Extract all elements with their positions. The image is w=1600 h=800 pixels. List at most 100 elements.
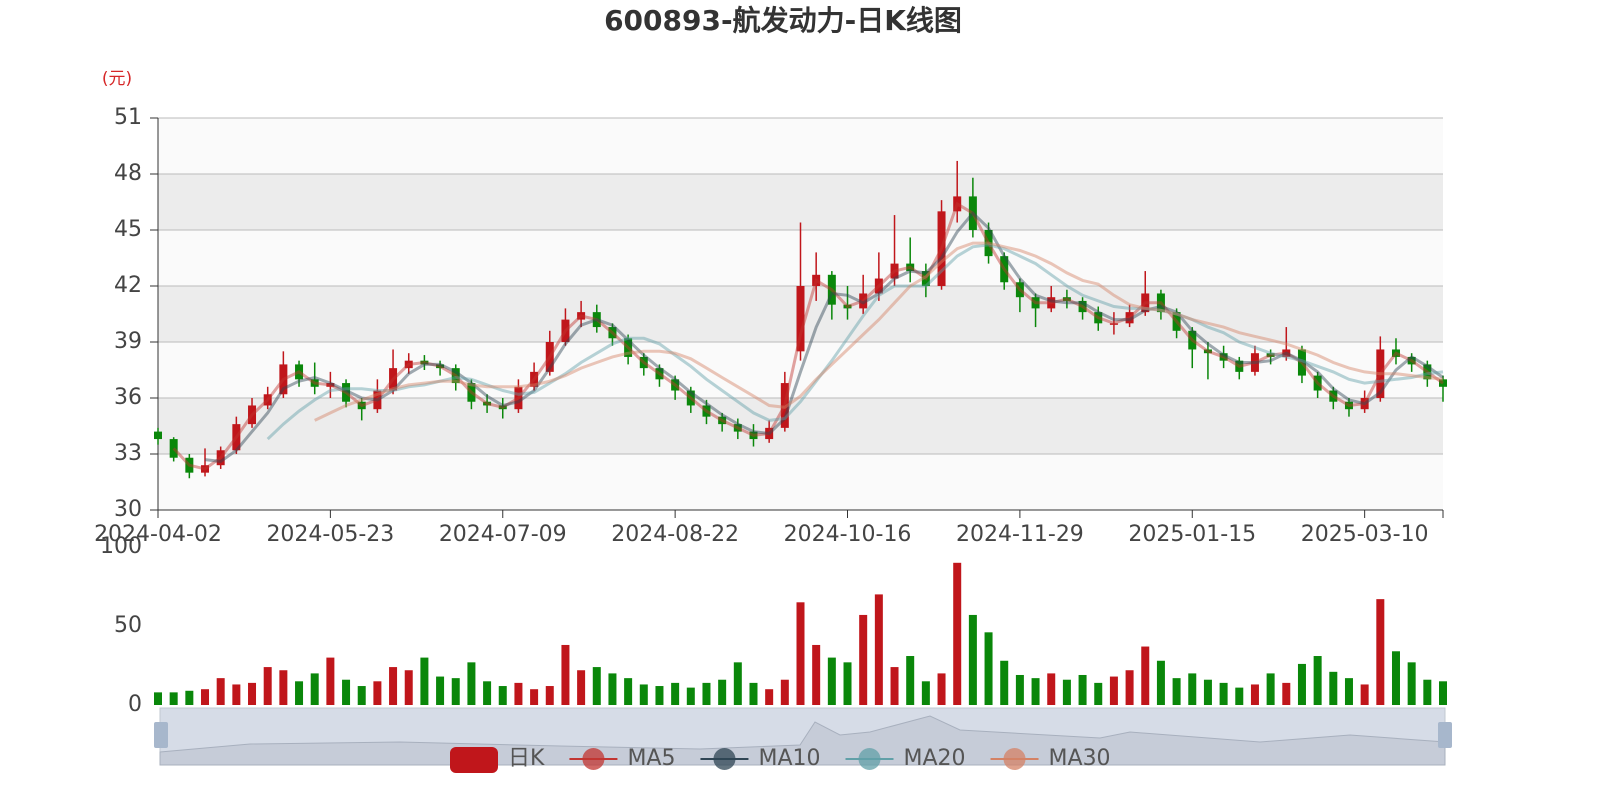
candle-body [483, 401, 492, 406]
volume-bar [1360, 684, 1369, 705]
volume-bar [1188, 673, 1197, 705]
volume-bar [357, 686, 366, 705]
candle-body [295, 364, 304, 380]
legend-label: MA30 [1049, 746, 1111, 771]
volume-bar [780, 679, 789, 705]
candle-body [545, 342, 554, 372]
volume-tick-label: 0 [128, 692, 142, 717]
y-tick-label: 51 [114, 105, 142, 130]
volume-bar [561, 644, 570, 705]
candle-body [467, 383, 476, 402]
volume-bar [1172, 678, 1181, 705]
candle-body [577, 312, 586, 320]
candle-body [1219, 353, 1228, 361]
legend-label: 日K [508, 746, 545, 771]
legend-label: MA5 [627, 746, 675, 771]
band [158, 174, 1443, 230]
x-tick-label: 2024-11-29 [956, 522, 1084, 547]
candle-body [906, 263, 915, 272]
candle-body [655, 368, 664, 380]
candle-body [389, 368, 398, 391]
volume-tick-label: 50 [114, 613, 142, 638]
candle-body [420, 360, 429, 365]
volume-bar [436, 676, 445, 705]
volume-bar [1344, 678, 1353, 705]
zoom-handle[interactable] [154, 722, 168, 748]
candle-body [1282, 349, 1291, 357]
candle-body [201, 465, 210, 473]
legend-swatch [582, 748, 605, 770]
volume-bar [906, 656, 915, 705]
volume-bar [921, 681, 930, 705]
candle-body [154, 431, 162, 440]
volume-bar [1047, 673, 1056, 705]
ma-line [314, 241, 1444, 422]
candle-body [1203, 349, 1212, 354]
candle-body [404, 360, 413, 369]
volume-bar [483, 681, 492, 705]
volume-bar [154, 692, 162, 705]
volume-bar [1203, 679, 1212, 705]
candle-body [624, 338, 633, 357]
volume-bar [389, 667, 398, 705]
candle-body [216, 450, 225, 466]
candle-body [1172, 312, 1181, 331]
candle-body [373, 390, 382, 410]
volume-bar [1407, 662, 1416, 705]
volume-bar [530, 689, 539, 705]
volume-bar [1156, 660, 1165, 705]
y-unit: (元) [102, 69, 132, 89]
volume-bar [953, 562, 962, 705]
volume-bar [420, 657, 429, 705]
volume-bar [1031, 678, 1040, 705]
volume-bar [827, 657, 836, 705]
candle-body [671, 379, 680, 391]
volume-bar [1329, 671, 1338, 705]
volume-bar [1250, 684, 1259, 705]
volume-bar [655, 686, 664, 705]
candle-body [451, 368, 460, 384]
candle-body [608, 327, 617, 339]
x-tick-label: 2025-03-10 [1301, 522, 1429, 547]
volume-bar [937, 673, 946, 705]
volume-bar [216, 678, 225, 705]
volume-bar [514, 682, 523, 705]
band [158, 398, 1443, 454]
candle-body [1156, 293, 1165, 313]
volume-bar [1125, 670, 1134, 705]
volume-bar [232, 684, 241, 705]
volume-bar [1078, 674, 1087, 705]
volume-bar [639, 684, 648, 705]
candle-body [1344, 401, 1353, 410]
candle-body [1125, 312, 1134, 324]
volume-bar [248, 682, 257, 705]
candle-body [263, 394, 272, 406]
plot: 30 33 36 39 42 45 48 51 2024-04-02 2024-05-23 2024… [94, 105, 1447, 717]
legend-label: MA20 [904, 746, 966, 771]
candle-body [1297, 349, 1306, 376]
volume-bar [342, 679, 351, 705]
y-tick-label: 33 [114, 441, 142, 466]
volume-bar [1282, 682, 1291, 705]
zoom-handle[interactable] [1438, 722, 1452, 748]
volume-bar [796, 602, 805, 705]
volume-bar [702, 682, 711, 705]
y-tick-label: 30 [114, 497, 142, 522]
candle-body [185, 457, 194, 473]
candle-body [342, 383, 351, 402]
volume-bar [1391, 651, 1400, 705]
candle-body [1047, 297, 1056, 309]
chart-title: 600893-航发动力-日K线图 [604, 4, 962, 37]
volume-bar [686, 687, 695, 705]
volume-bar [733, 662, 742, 705]
volume-bar [624, 678, 633, 705]
legend-swatch [713, 748, 736, 770]
volume-bar [1219, 682, 1228, 705]
y-tick-label: 42 [114, 273, 142, 298]
candle-body [1439, 379, 1447, 387]
candle-body [1062, 297, 1071, 301]
volume-bar [671, 682, 680, 705]
candle-body [1109, 323, 1118, 325]
volume-bar [1297, 663, 1306, 705]
candle-body [279, 364, 288, 395]
